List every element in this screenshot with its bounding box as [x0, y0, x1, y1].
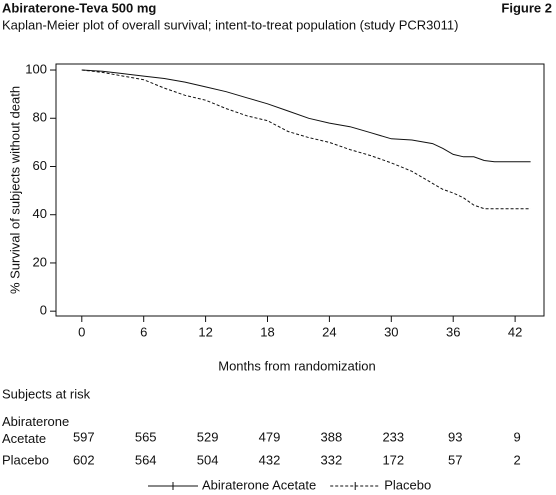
x-tick-label: 36 [446, 324, 460, 339]
y-tick-label: 60 [33, 158, 47, 173]
risk-value: 602 [73, 452, 95, 467]
survival-curve [81, 69, 531, 210]
y-tick-label: 80 [33, 110, 47, 125]
risk-row-label: Abiraterone Acetate [2, 414, 70, 446]
x-axis-label: Months from randomization [218, 358, 376, 373]
risk-value: 597 [73, 429, 95, 444]
x-tick-label: 30 [384, 324, 398, 339]
y-axis-label: % Survival of subjects without death [7, 86, 22, 294]
risk-value: 432 [259, 452, 281, 467]
plot-frame [55, 63, 545, 317]
risk-value: 564 [135, 452, 157, 467]
legend-label: Placebo [384, 477, 431, 492]
header: Abiraterone-Teva 500 mg [2, 0, 156, 15]
risk-value: 565 [135, 429, 157, 444]
risk-value: 172 [382, 452, 404, 467]
risk-value: 388 [321, 429, 343, 444]
x-tick-label: 18 [260, 324, 274, 339]
risk-value: 9 [513, 429, 520, 444]
chart-title: Kaplan-Meier plot of overall survival; i… [2, 17, 458, 32]
x-tick-label: 42 [508, 324, 522, 339]
risk-value: 2 [513, 452, 520, 467]
x-tick-label: 6 [140, 324, 147, 339]
risk-value: 529 [197, 429, 219, 444]
risk-table-title: Subjects at risk [2, 386, 91, 401]
survival-curve [81, 69, 531, 163]
y-tick-label: 0 [40, 303, 47, 318]
x-tick-label: 12 [198, 324, 212, 339]
y-tick-label: 20 [33, 254, 47, 269]
risk-value: 332 [321, 452, 343, 467]
risk-value: 233 [382, 429, 404, 444]
risk-value: 479 [259, 429, 281, 444]
y-tick-label: 100 [25, 61, 47, 76]
risk-value: 93 [448, 429, 462, 444]
risk-value: 504 [197, 452, 219, 467]
x-tick-label: 24 [322, 324, 336, 339]
risk-row-label: Placebo [2, 452, 49, 467]
figure-label: Figure 2 [501, 0, 552, 15]
legend-label: Abiraterone Acetate [202, 477, 316, 492]
y-tick-label: 40 [33, 206, 47, 221]
risk-value: 57 [448, 452, 462, 467]
x-tick-label: 0 [78, 324, 85, 339]
